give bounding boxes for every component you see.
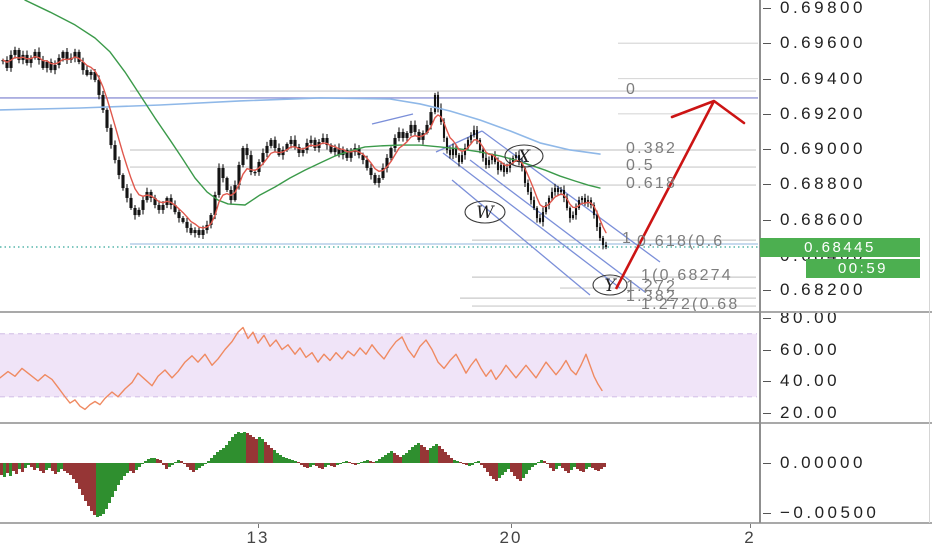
last-price-tag: 0.68445 (760, 238, 920, 257)
price-tick-label: 0.68800 (780, 174, 866, 194)
bar-countdown-tag: 00:59 (806, 259, 920, 278)
pane-separator-rsi[interactable] (0, 311, 932, 313)
trend-line (451, 179, 591, 296)
candlestick-series (1, 46, 608, 250)
price-tick-label: 0.68200 (780, 280, 866, 300)
fib-level-label[interactable]: 0.5 (626, 157, 655, 175)
trend-line (469, 159, 646, 293)
rsi-tick-mark (763, 412, 771, 414)
time-axis-border (0, 522, 932, 524)
trend-line (481, 130, 661, 263)
price-tick-mark (763, 290, 771, 292)
price-tick-mark (763, 78, 771, 80)
macd-tick-mark (763, 463, 771, 464)
fib-level-label[interactable]: 0.618 (626, 175, 678, 193)
fib-level-label[interactable]: 1.272 (626, 278, 678, 296)
time-tick-label: 13 (246, 528, 270, 547)
price-tick-label: 0.69000 (780, 139, 866, 159)
time-tick-mark (750, 523, 751, 528)
price-tick-mark (763, 113, 771, 115)
ma-green-line (24, 0, 601, 206)
fib-level-label[interactable]: 1 (622, 230, 634, 248)
wave-circle-y (592, 274, 628, 296)
trend-line (442, 152, 621, 289)
price-tick-label: 0.69600 (780, 33, 866, 53)
wave-label-x: X (516, 147, 531, 167)
macd-tick-label: 0.00000 (780, 453, 866, 472)
wave-circle-x (504, 144, 544, 168)
price-tick-label: 0.69200 (780, 103, 866, 123)
rsi-band (0, 333, 757, 397)
ma-red-line (2, 55, 607, 234)
rsi-tick-mark (763, 318, 771, 319)
price-axis-border (759, 0, 761, 523)
macd-tick-label: −0.00500 (780, 503, 880, 522)
price-tick-mark (763, 184, 771, 186)
fib-level-label[interactable]: 0.382 (626, 139, 678, 157)
price-tick-mark (763, 149, 771, 151)
wave-label-y: Y (604, 276, 617, 296)
projection-arrow-shaft (614, 100, 716, 290)
fib-level-label[interactable]: 0 (626, 81, 638, 99)
fib-level-label[interactable]: 1.272(0.68 (641, 296, 740, 314)
price-tick-label: 0.68600 (780, 209, 866, 229)
wave-label-w: W (476, 203, 495, 223)
rsi-tick-mark (763, 349, 771, 351)
price-tick-label: 0.69800 (780, 0, 866, 17)
rsi-tick-mark (763, 381, 771, 382)
ma-blue-line (0, 97, 601, 155)
rsi-line (0, 326, 603, 411)
rsi-tick-label: 40.00 (780, 371, 841, 390)
macd-tick-mark (763, 513, 771, 514)
fib-level-label[interactable]: 1.382 (626, 288, 678, 306)
time-tick-label: 2 (744, 528, 756, 547)
pane-separator-macd[interactable] (0, 422, 932, 424)
rsi-tick-label: 20.00 (780, 402, 841, 422)
price-tick-label: 0.69400 (780, 68, 866, 88)
right-edge-line (929, 0, 930, 523)
fib-level-label[interactable]: 0.618(0.6 (637, 232, 725, 250)
price-tick-mark (763, 43, 771, 45)
macd-histogram (0, 432, 606, 517)
trend-line (371, 113, 414, 125)
time-tick-label: 20 (499, 528, 523, 547)
time-tick-mark (258, 523, 259, 528)
fib-level-label[interactable]: 1(0.68274 (641, 267, 733, 285)
time-axis[interactable] (0, 524, 932, 550)
rsi-tick-label: 60.00 (780, 339, 841, 359)
time-tick-mark (511, 523, 512, 528)
wave-circle-w (464, 200, 506, 224)
projection-arrow-head (670, 99, 746, 125)
price-tick-mark (763, 219, 771, 221)
price-tick-mark (763, 8, 771, 9)
